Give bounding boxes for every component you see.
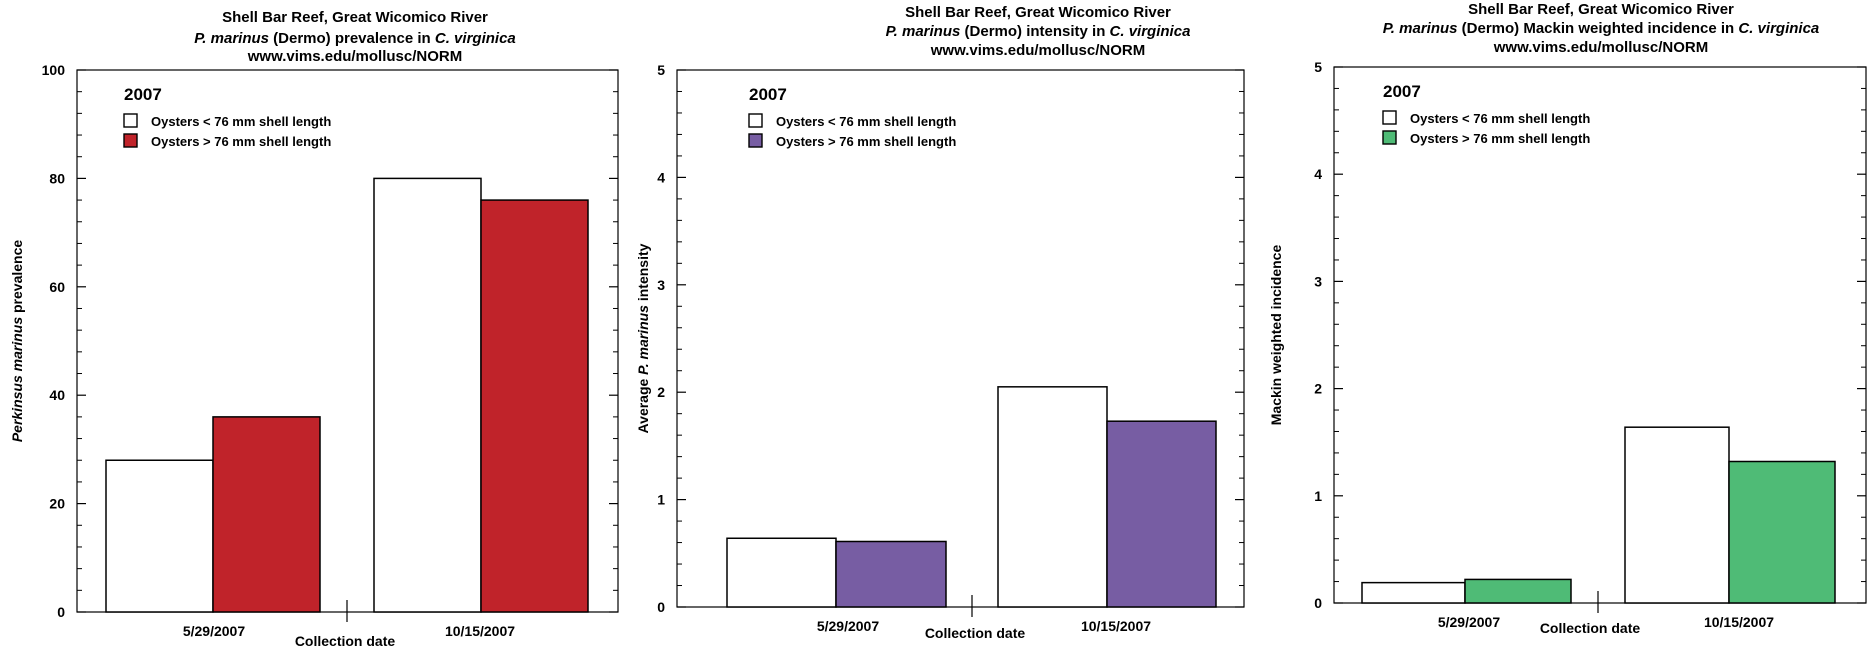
legend-label: Oysters < 76 mm shell length	[776, 114, 956, 129]
bar-large-oysters-2	[1106, 420, 1217, 608]
bar-large-oysters-1	[1464, 578, 1572, 604]
plot-frame	[1333, 66, 1867, 604]
x-category-label: 10/15/2007	[445, 623, 515, 639]
x-category-label: 5/29/2007	[183, 623, 245, 639]
legend-label: Oysters > 76 mm shell length	[151, 134, 331, 149]
legend-swatch	[123, 113, 138, 128]
chart-panel-1: Shell Bar Reef, Great Wicomico River P. m…	[9, 9, 619, 649]
bar-large-oysters-1	[835, 540, 947, 608]
x-category-label: 10/15/2007	[1704, 614, 1774, 630]
y-tick-label: 40	[49, 387, 65, 403]
y-tick-label: 5	[1314, 59, 1322, 75]
chart-panel-2: Shell Bar Reef, Great Wicomico River P. m…	[635, 4, 1245, 641]
y-axis-label: Average P. marinus intensity	[635, 243, 651, 433]
bar-large-oysters-1	[212, 416, 321, 613]
y-tick-label: 4	[1314, 166, 1322, 182]
x-axis-label: Collection date	[925, 625, 1026, 641]
y-tick-label: 20	[49, 496, 65, 512]
bar-small-oysters-2	[997, 386, 1108, 608]
legend-swatch	[748, 113, 763, 128]
y-tick-label: 60	[49, 279, 65, 295]
y-tick-label: 4	[657, 169, 665, 185]
y-tick-label: 80	[49, 170, 65, 186]
year-label: 2007	[1383, 82, 1421, 101]
bar-large-oysters-2	[480, 199, 589, 613]
y-axis-label: Mackin weighted incidence	[1268, 245, 1284, 426]
y-tick-label: 100	[42, 62, 66, 78]
legend-swatch	[1382, 110, 1397, 125]
legend-label: Oysters < 76 mm shell length	[151, 114, 331, 129]
y-tick-label: 1	[657, 492, 665, 508]
x-axis-label: Collection date	[295, 633, 396, 649]
chart-title-line-2: P. marinus (Dermo) intensity in C. virgi…	[886, 23, 1191, 40]
y-tick-label: 1	[1314, 488, 1322, 504]
x-category-label: 10/15/2007	[1081, 618, 1151, 634]
bar-small-oysters-2	[1624, 426, 1730, 604]
plot-frame	[676, 69, 1245, 608]
chart-title-line-2: P. marinus (Dermo) prevalence in C. virg…	[194, 30, 516, 47]
legend-swatch	[123, 133, 138, 148]
x-category-label: 5/29/2007	[1438, 614, 1500, 630]
chart-title-line-1: Shell Bar Reef, Great Wicomico River	[905, 4, 1171, 21]
chart-title-line-3: www.vims.edu/mollusc/NORM	[1493, 39, 1708, 56]
chart-title-line-3: www.vims.edu/mollusc/NORM	[930, 42, 1145, 59]
y-axis-label: Perkinsus marinus prevalence	[9, 240, 25, 443]
y-tick-label: 3	[1314, 273, 1322, 289]
year-label: 2007	[749, 85, 787, 104]
legend-swatch	[1382, 130, 1397, 145]
y-tick-label: 3	[657, 277, 665, 293]
bar-small-oysters-1	[726, 537, 837, 608]
y-tick-label: 0	[657, 599, 665, 615]
y-tick-label: 0	[1314, 595, 1322, 611]
year-label: 2007	[124, 85, 162, 104]
bar-small-oysters-2	[373, 177, 482, 613]
x-axis-label: Collection date	[1540, 620, 1641, 636]
y-tick-label: 2	[1314, 381, 1322, 397]
bar-large-oysters-2	[1728, 460, 1836, 604]
chart-title-line-1: Shell Bar Reef, Great Wicomico River	[1468, 1, 1734, 18]
x-category-label: 5/29/2007	[817, 618, 879, 634]
chart-title-line-3: www.vims.edu/mollusc/NORM	[247, 48, 462, 65]
legend-label: Oysters > 76 mm shell length	[1410, 131, 1590, 146]
legend-label: Oysters < 76 mm shell length	[1410, 111, 1590, 126]
chart-panel-3: Shell Bar Reef, Great Wicomico River P. m…	[1268, 1, 1867, 636]
chart-title-line-1: Shell Bar Reef, Great Wicomico River	[222, 9, 488, 26]
y-tick-label: 2	[657, 384, 665, 400]
chart-title-line-2: P. marinus (Dermo) Mackin weighted incid…	[1383, 20, 1820, 37]
bar-small-oysters-1	[1361, 581, 1466, 604]
legend-label: Oysters > 76 mm shell length	[776, 134, 956, 149]
legend-swatch	[748, 133, 763, 148]
y-tick-label: 0	[57, 604, 65, 620]
y-tick-label: 5	[657, 62, 665, 78]
bar-small-oysters-1	[105, 459, 214, 613]
